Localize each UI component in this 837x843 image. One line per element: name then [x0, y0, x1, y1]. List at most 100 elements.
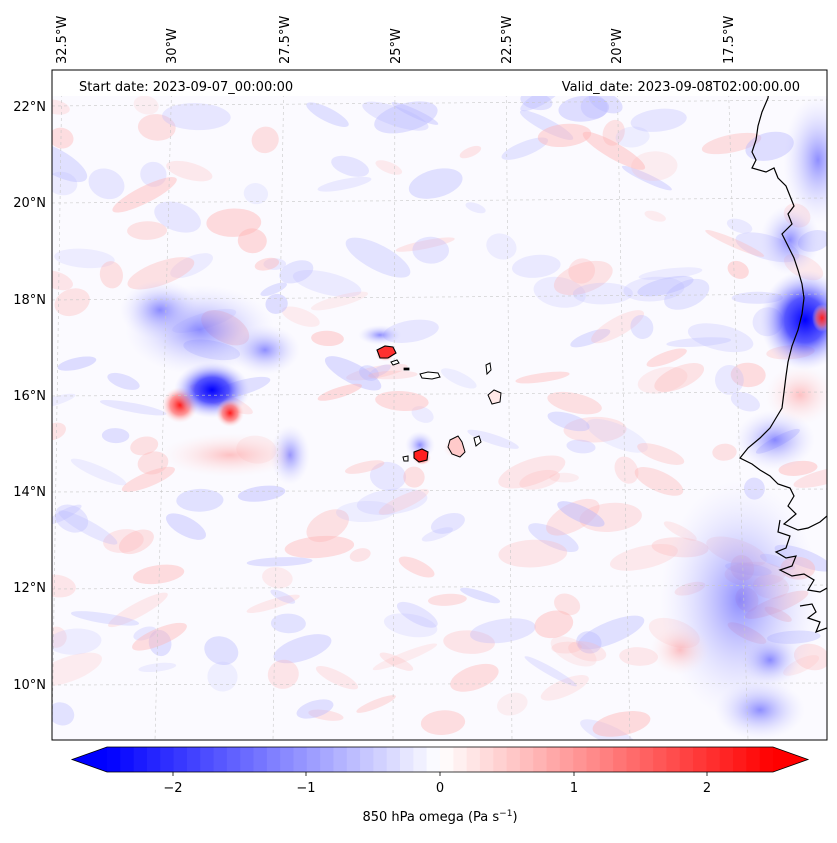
noise-patch	[534, 610, 574, 639]
meridian-line	[154, 70, 173, 740]
lon-label-30w: 30°W	[165, 28, 180, 64]
noise-patch	[486, 233, 517, 260]
noise-patch	[395, 237, 455, 252]
noise-patch	[586, 418, 648, 453]
noise-patch	[148, 629, 172, 657]
noise-patch	[664, 278, 710, 310]
noise-patch	[345, 237, 411, 278]
colorbar-band	[213, 747, 228, 772]
noise-patch	[644, 210, 666, 222]
noise-patch	[524, 656, 577, 687]
lat-label-20n: 20°N	[13, 196, 46, 211]
noise-patch	[551, 641, 582, 654]
noise-patch	[52, 628, 102, 655]
longitude-labels: 32.5°W 30°W 27.5°W 25°W 22.5°W 20°W 17.5…	[55, 16, 737, 64]
noise-patch	[52, 270, 73, 291]
noise-patch	[519, 469, 561, 490]
colorbar-band	[280, 747, 294, 772]
colorbar-band	[719, 747, 734, 772]
colorbar-band	[253, 747, 268, 772]
island-santa-luzia	[403, 367, 410, 371]
noise-patch	[745, 131, 794, 161]
noise-patch	[331, 155, 370, 177]
noise-patch	[284, 535, 355, 559]
colorbar-band	[293, 747, 308, 772]
lon-label-22-5w: 22.5°W	[500, 16, 515, 64]
lon-label-32-5w: 32.5°W	[55, 16, 70, 64]
colorbar-label: 850 hPa omega (Pa s−1)	[362, 809, 517, 825]
noise-patch	[511, 254, 561, 278]
colorbar-band	[440, 747, 454, 772]
noise-patch	[430, 512, 465, 534]
noise-patch	[52, 652, 103, 687]
lon-label-25w: 25°W	[389, 28, 404, 64]
noise-patch	[54, 288, 90, 317]
island-brava	[402, 455, 409, 462]
noise-patch	[52, 504, 82, 525]
start-date: Start date: 2023-09-07_00:00:00	[79, 80, 293, 95]
colorbar-tick-2: 2	[703, 781, 711, 796]
noise-patch	[546, 498, 600, 536]
colorbar-band	[386, 747, 401, 772]
noise-patch	[572, 282, 633, 305]
noise-patch	[317, 176, 372, 192]
colorbar-band	[453, 747, 468, 772]
noise-patch	[412, 236, 449, 264]
noise-patch	[637, 366, 688, 394]
colorbar-band	[306, 747, 321, 772]
noise-patch	[443, 630, 495, 654]
colorbar-band	[133, 747, 148, 772]
noise-patch	[54, 504, 89, 533]
colorbar-band	[493, 747, 507, 772]
noise-patch	[714, 365, 744, 395]
noise-patch	[557, 501, 605, 527]
omega-field	[52, 70, 827, 740]
colorbar-max-arrow	[773, 747, 808, 772]
noise-patch	[162, 103, 231, 131]
noise-patch	[52, 127, 74, 149]
noise-patch	[270, 613, 306, 634]
colorbar-band	[679, 747, 694, 772]
colorbar-band	[413, 747, 428, 772]
noise-patch	[540, 675, 589, 701]
noise-patch	[427, 593, 467, 606]
noise-patch	[375, 390, 429, 412]
noise-patch	[630, 315, 654, 339]
noise-patch	[273, 634, 332, 664]
noise-patch	[459, 145, 482, 159]
colorbar-band	[120, 747, 135, 772]
colorbar-band	[706, 747, 721, 772]
noise-patch	[372, 643, 438, 671]
island-santiago	[447, 435, 466, 458]
tropical-low-structure	[120, 280, 310, 485]
colorbar-tick-minus2: −2	[163, 781, 182, 796]
noise-patch	[440, 368, 477, 389]
noise-patch	[317, 383, 362, 401]
noise-patch	[701, 132, 762, 155]
noise-patch	[420, 710, 466, 735]
noise-patch	[292, 270, 362, 297]
island-sal	[485, 362, 492, 376]
colorbar-band	[240, 747, 254, 772]
colorbar-band	[360, 747, 374, 772]
noise-patch	[346, 363, 408, 381]
noise-patch	[374, 101, 438, 134]
noise-patch	[52, 702, 75, 726]
colorbar-min-arrow	[72, 747, 107, 772]
colorbar-ticks	[172, 772, 708, 776]
noise-patch	[108, 592, 168, 628]
colorbar-tick-0: 0	[436, 781, 444, 796]
noise-patch	[310, 291, 369, 311]
noise-patch	[547, 411, 590, 432]
lat-label-14n: 14°N	[13, 485, 46, 500]
noise-patch	[52, 626, 67, 648]
noise-patch	[570, 328, 611, 348]
noise-patch	[519, 110, 574, 140]
cape-verde-islands	[376, 345, 502, 463]
noise-patch	[306, 102, 349, 128]
noise-patch	[727, 260, 749, 279]
noise-patch	[176, 488, 224, 512]
noise-patch	[379, 652, 414, 671]
noise-patch	[646, 348, 687, 367]
